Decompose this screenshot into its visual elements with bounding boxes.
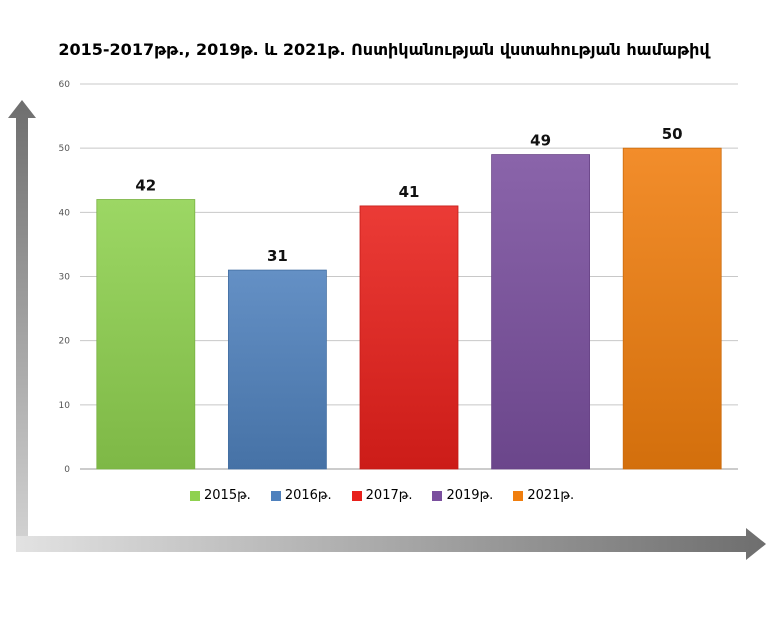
y-tick-label: 30 xyxy=(59,273,71,283)
data-label: 49 xyxy=(530,132,551,150)
legend-item: 2015թ. xyxy=(190,488,251,503)
y-tick-label: 40 xyxy=(59,208,71,218)
legend-swatch xyxy=(190,490,200,501)
data-label: 42 xyxy=(135,177,156,195)
y-tick-label: 0 xyxy=(64,465,70,475)
decorative-axis-arrows xyxy=(8,100,766,560)
horizontal-arrow xyxy=(16,528,766,560)
legend-label: 2019թ. xyxy=(446,488,494,503)
legend-item: 2017թ. xyxy=(351,488,413,503)
bars xyxy=(96,147,722,470)
legend-swatch xyxy=(432,490,443,501)
bar-2021թ. xyxy=(622,147,722,470)
data-label: 50 xyxy=(662,125,683,143)
y-tick-label: 10 xyxy=(59,401,71,411)
bar-2016թ. xyxy=(227,269,327,470)
legend-item: 2016թ. xyxy=(270,488,332,503)
legend-swatch xyxy=(270,490,281,501)
legend-item: 2021թ. xyxy=(513,488,574,503)
legend-label: 2021թ. xyxy=(527,488,575,503)
y-tick-label: 20 xyxy=(59,337,71,347)
legend-swatch xyxy=(351,490,362,501)
bar-2019թ. xyxy=(491,154,591,470)
legend-label: 2015թ. xyxy=(204,488,251,503)
data-label: 31 xyxy=(267,247,288,265)
bar-2015թ. xyxy=(96,199,196,470)
chart-title: 2015-2017թթ., 2019թ. և 2021թ. Ոստիկանութ… xyxy=(58,40,710,59)
y-tick-label: 50 xyxy=(59,144,71,154)
legend: 2015թ. 2016թ. 2017թ. 2019թ. 2021թ. xyxy=(190,488,574,503)
legend-label: 2017թ. xyxy=(365,488,413,503)
y-tick-labels: 0 10 20 30 40 50 60 xyxy=(59,80,71,475)
y-tick-label: 60 xyxy=(59,80,71,90)
legend-swatch xyxy=(513,490,524,501)
bar-2017թ. xyxy=(359,205,459,470)
vertical-arrow xyxy=(8,100,36,550)
legend-item: 2019թ. xyxy=(432,488,493,503)
data-label: 41 xyxy=(399,183,420,201)
data-labels: 42 31 41 49 50 xyxy=(135,125,682,265)
legend-label: 2016թ. xyxy=(284,488,332,503)
